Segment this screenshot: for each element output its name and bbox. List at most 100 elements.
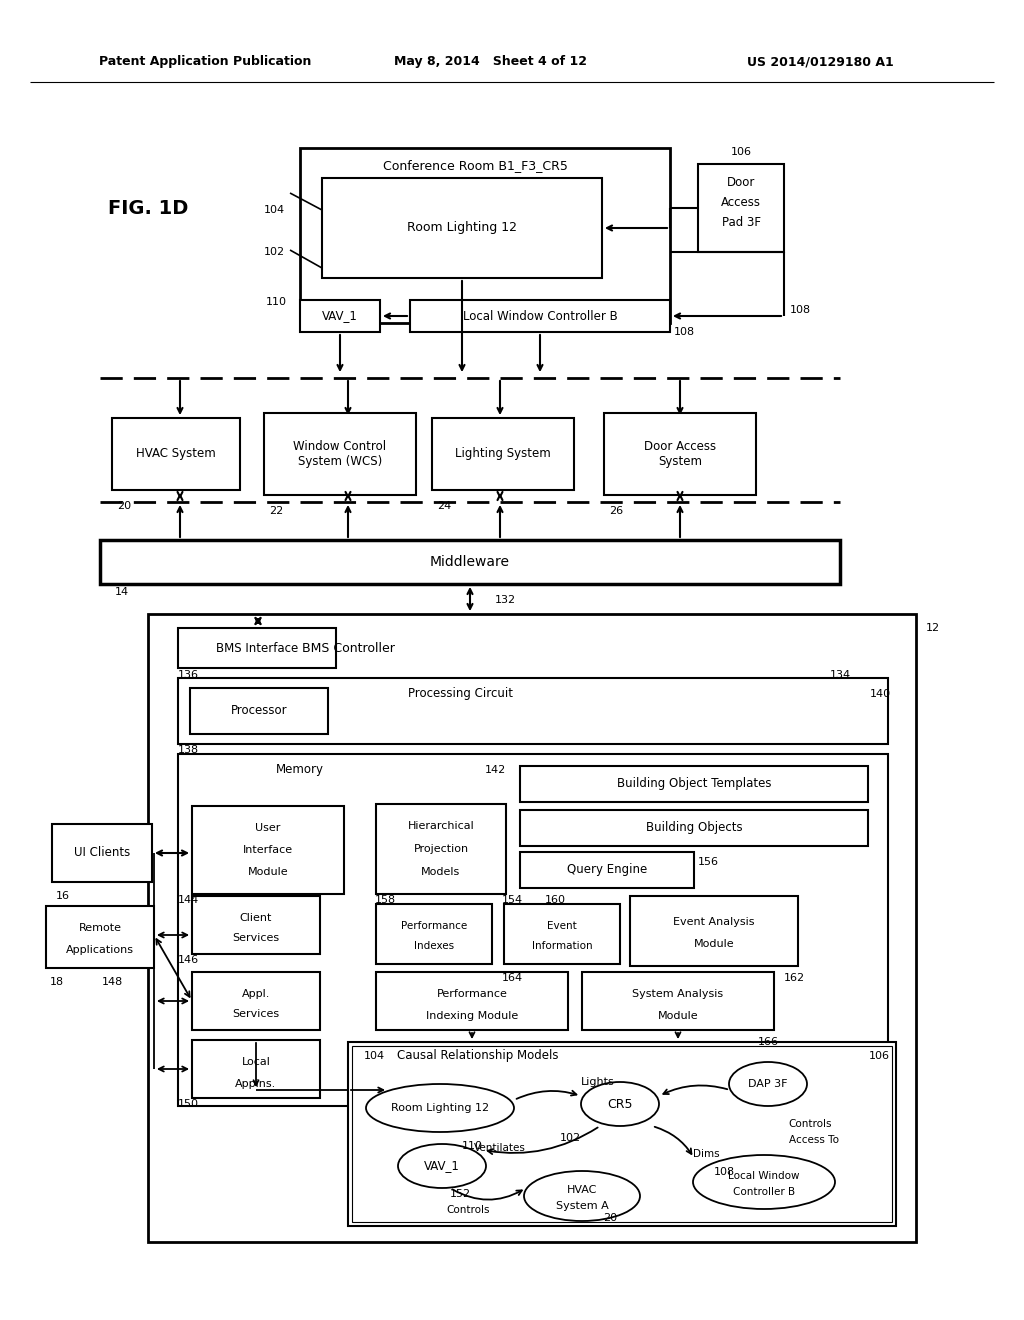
Text: Query Engine: Query Engine xyxy=(567,863,647,876)
Text: 26: 26 xyxy=(609,506,624,516)
Text: Processing Circuit: Processing Circuit xyxy=(408,688,512,701)
Text: US 2014/0129180 A1: US 2014/0129180 A1 xyxy=(746,55,893,69)
Text: Event Analysis: Event Analysis xyxy=(673,917,755,927)
Text: Controls: Controls xyxy=(446,1205,489,1214)
Bar xyxy=(300,300,380,333)
Text: Applications: Applications xyxy=(66,945,134,954)
Text: Room Lighting 12: Room Lighting 12 xyxy=(391,1104,489,1113)
Bar xyxy=(698,164,784,252)
Text: 22: 22 xyxy=(269,506,284,516)
Bar xyxy=(582,972,774,1030)
Text: 106: 106 xyxy=(730,147,752,157)
Text: Memory: Memory xyxy=(276,763,324,776)
Text: HVAC: HVAC xyxy=(567,1185,597,1195)
Text: Lights: Lights xyxy=(582,1077,614,1086)
Text: 20: 20 xyxy=(603,1213,617,1224)
Text: Models: Models xyxy=(421,867,461,876)
Text: 138: 138 xyxy=(178,744,199,755)
Bar xyxy=(100,540,840,583)
Text: Appins.: Appins. xyxy=(236,1078,276,1089)
Bar xyxy=(504,904,620,964)
Text: May 8, 2014   Sheet 4 of 12: May 8, 2014 Sheet 4 of 12 xyxy=(393,55,587,69)
Text: 102: 102 xyxy=(559,1133,581,1143)
Text: System A: System A xyxy=(556,1201,608,1210)
Text: 102: 102 xyxy=(264,247,285,257)
Text: 156: 156 xyxy=(697,857,719,867)
Bar xyxy=(348,1041,896,1226)
Bar xyxy=(190,688,328,734)
Text: BMS Interface: BMS Interface xyxy=(216,642,298,655)
Text: 134: 134 xyxy=(829,671,851,680)
Text: VAV_1: VAV_1 xyxy=(424,1159,460,1172)
Text: 160: 160 xyxy=(545,895,565,906)
Text: VAV_1: VAV_1 xyxy=(323,309,358,322)
Bar xyxy=(193,896,319,954)
Text: Window Control
System (WCS): Window Control System (WCS) xyxy=(294,440,387,469)
Bar xyxy=(432,418,574,490)
Text: Room Lighting 12: Room Lighting 12 xyxy=(407,222,517,235)
Bar xyxy=(178,678,888,744)
Text: 18: 18 xyxy=(50,977,65,987)
Bar xyxy=(410,300,670,333)
Text: BMS Controller: BMS Controller xyxy=(301,642,394,655)
Text: CR5: CR5 xyxy=(607,1097,633,1110)
Bar xyxy=(193,972,319,1030)
Bar xyxy=(376,804,506,894)
Text: Door: Door xyxy=(727,176,755,189)
Text: Projection: Projection xyxy=(414,843,469,854)
Text: HVAC System: HVAC System xyxy=(136,447,216,461)
Text: 12: 12 xyxy=(926,623,940,634)
Bar xyxy=(178,754,888,1106)
Text: 142: 142 xyxy=(484,766,506,775)
Text: 108: 108 xyxy=(790,305,811,315)
Text: Remote: Remote xyxy=(79,923,122,933)
Text: 146: 146 xyxy=(178,954,199,965)
Text: Performance: Performance xyxy=(436,989,508,999)
Text: 24: 24 xyxy=(437,502,452,511)
Text: 148: 148 xyxy=(102,977,123,987)
Bar xyxy=(322,178,602,279)
Text: Performance: Performance xyxy=(400,921,467,931)
Text: Local Window Controller B: Local Window Controller B xyxy=(463,309,617,322)
Bar xyxy=(148,614,916,1242)
Bar xyxy=(352,1045,892,1222)
Text: Event: Event xyxy=(547,921,577,931)
Text: FIG. 1D: FIG. 1D xyxy=(108,198,188,218)
Text: 136: 136 xyxy=(178,671,199,680)
Text: 104: 104 xyxy=(364,1051,385,1061)
Text: Services: Services xyxy=(232,933,280,942)
Text: Pad 3F: Pad 3F xyxy=(722,215,761,228)
Text: Controller B: Controller B xyxy=(733,1187,795,1197)
Text: Building Object Templates: Building Object Templates xyxy=(616,777,771,791)
Text: 14: 14 xyxy=(115,587,129,597)
Bar xyxy=(46,906,154,968)
Text: Access: Access xyxy=(721,195,761,209)
Text: 144: 144 xyxy=(178,895,200,906)
Bar xyxy=(520,766,868,803)
Text: Local: Local xyxy=(242,1057,270,1067)
Text: User: User xyxy=(255,822,281,833)
Bar xyxy=(604,413,756,495)
Text: Middleware: Middleware xyxy=(430,554,510,569)
Text: Causal Relationship Models: Causal Relationship Models xyxy=(397,1049,559,1063)
Text: Controls: Controls xyxy=(788,1119,831,1129)
Text: 164: 164 xyxy=(502,973,522,983)
Text: Lighting System: Lighting System xyxy=(455,447,551,461)
Text: 106: 106 xyxy=(869,1051,890,1061)
Text: 132: 132 xyxy=(495,595,515,605)
Text: 16: 16 xyxy=(56,891,70,902)
Bar xyxy=(630,896,798,966)
Bar xyxy=(376,904,492,964)
Bar xyxy=(193,1040,319,1098)
Bar xyxy=(178,628,336,668)
Text: 20: 20 xyxy=(117,502,131,511)
Text: Module: Module xyxy=(693,939,734,949)
Text: 108: 108 xyxy=(714,1167,734,1177)
Text: 166: 166 xyxy=(758,1038,778,1047)
Bar xyxy=(52,824,152,882)
Bar xyxy=(520,810,868,846)
Text: 104: 104 xyxy=(264,205,285,215)
Text: Patent Application Publication: Patent Application Publication xyxy=(98,55,311,69)
Text: Dims: Dims xyxy=(692,1148,719,1159)
Text: Local Window: Local Window xyxy=(728,1171,800,1181)
